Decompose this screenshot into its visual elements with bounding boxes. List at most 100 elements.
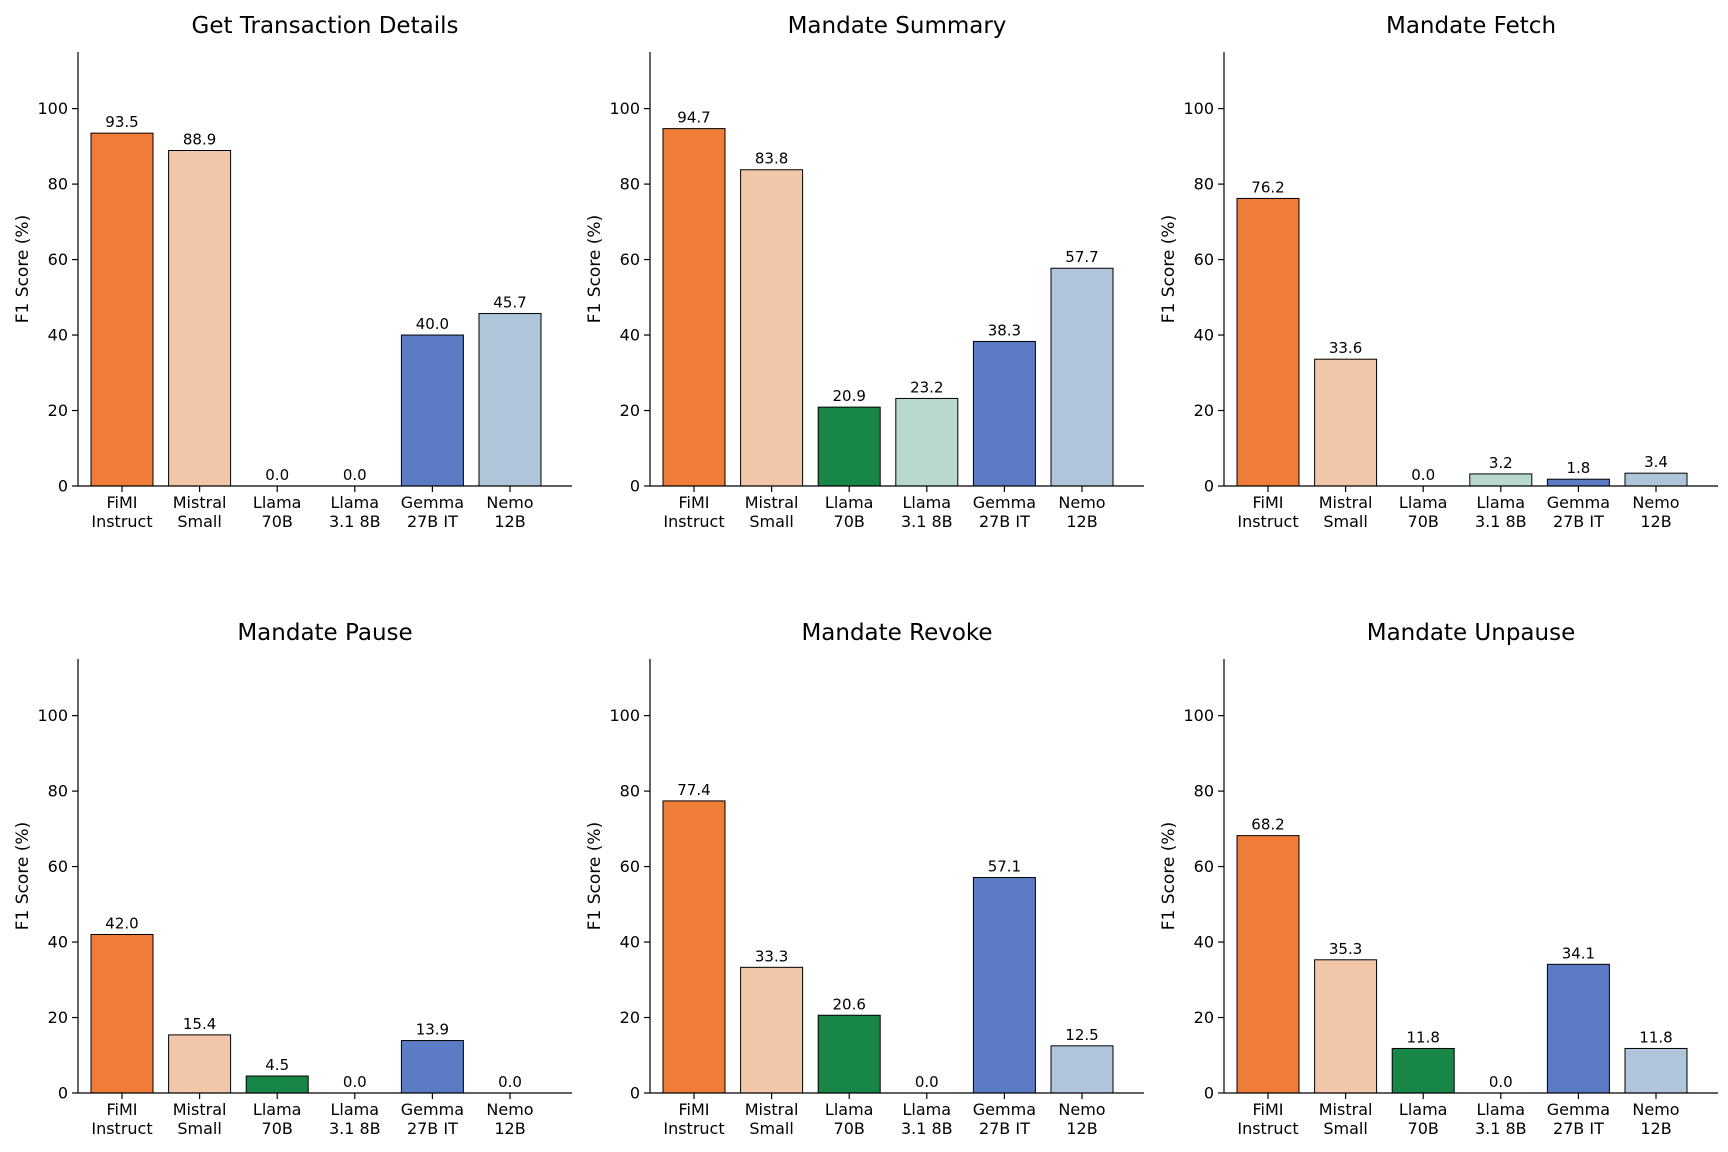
y-tick-label: 80 bbox=[48, 175, 68, 194]
bar bbox=[1314, 358, 1378, 487]
chart-panel-1: Get Transaction Details F1 Score (%) 0 20 40… bbox=[13, 13, 572, 531]
x-tick-label: Gemma bbox=[401, 493, 464, 512]
bar bbox=[400, 1040, 464, 1094]
y-tick-label: 60 bbox=[48, 857, 68, 876]
bar bbox=[1546, 478, 1610, 487]
panel-title: Mandate Unpause bbox=[1367, 620, 1576, 646]
x-tick-label: 27B IT bbox=[1553, 1119, 1604, 1138]
x-tick-label: FiMI bbox=[1252, 1100, 1283, 1119]
x-tick-label: Small bbox=[1323, 1119, 1367, 1138]
x-tick-label: Nemo bbox=[486, 1100, 533, 1119]
bar-value-label: 3.2 bbox=[1489, 454, 1513, 472]
bar bbox=[1546, 963, 1610, 1094]
bar bbox=[1050, 1045, 1114, 1094]
x-tick-label: Gemma bbox=[1547, 1100, 1610, 1119]
bar-value-label: 33.3 bbox=[755, 947, 788, 965]
y-tick-label: 20 bbox=[48, 401, 68, 420]
x-tick-label: Nemo bbox=[1632, 1100, 1679, 1119]
x-tick-label: Nemo bbox=[1632, 493, 1679, 512]
bar bbox=[1469, 473, 1533, 487]
y-axis-label: F1 Score (%) bbox=[585, 822, 605, 930]
bar-value-label: 42.0 bbox=[105, 914, 138, 932]
y-tick-label: 100 bbox=[37, 99, 68, 118]
x-tick-label: Llama bbox=[253, 493, 302, 512]
x-tick-label: 70B bbox=[262, 1119, 293, 1138]
y-tick-label: 0 bbox=[630, 1084, 640, 1103]
panel-title: Get Transaction Details bbox=[192, 13, 459, 39]
x-tick-label: 70B bbox=[834, 1119, 865, 1138]
x-tick-label: FiMI bbox=[106, 1100, 137, 1119]
x-tick-label: 3.1 8B bbox=[901, 1119, 953, 1138]
bar bbox=[168, 149, 232, 487]
bar-value-label: 0.0 bbox=[343, 1073, 367, 1091]
y-tick-label: 80 bbox=[620, 782, 640, 801]
y-tick-label: 0 bbox=[1204, 1084, 1214, 1103]
bar bbox=[662, 800, 726, 1094]
x-tick-label: 27B IT bbox=[979, 512, 1030, 531]
chart-panel-3: Mandate Fetch F1 Score (%) 0 20 40 60 80 100 76.… bbox=[1159, 13, 1718, 531]
y-axis-label: F1 Score (%) bbox=[1159, 822, 1179, 930]
x-tick-label: FiMI bbox=[1252, 493, 1283, 512]
x-tick-label: Gemma bbox=[1547, 493, 1610, 512]
bar bbox=[740, 169, 804, 487]
x-tick-label: Instruct bbox=[1237, 512, 1298, 531]
x-tick-label: Instruct bbox=[91, 1119, 152, 1138]
bar-value-label: 11.8 bbox=[1406, 1028, 1439, 1046]
y-tick-label: 20 bbox=[48, 1008, 68, 1027]
x-tick-label: Nemo bbox=[1058, 1100, 1105, 1119]
bar bbox=[1236, 197, 1300, 487]
x-tick-label: Llama bbox=[1477, 1100, 1526, 1119]
x-tick-label: 70B bbox=[834, 512, 865, 531]
bar bbox=[1314, 959, 1378, 1094]
x-tick-label: Small bbox=[749, 512, 793, 531]
bar-value-label: 0.0 bbox=[1411, 466, 1435, 484]
y-tick-label: 40 bbox=[48, 326, 68, 345]
bar bbox=[1391, 1047, 1455, 1094]
bar-value-label: 4.5 bbox=[265, 1056, 289, 1074]
bar-value-label: 35.3 bbox=[1329, 940, 1362, 958]
x-tick-label: 3.1 8B bbox=[329, 512, 381, 531]
x-tick-label: 12B bbox=[1640, 512, 1671, 531]
bar-value-label: 76.2 bbox=[1251, 178, 1284, 196]
y-tick-label: 40 bbox=[1194, 933, 1214, 952]
x-tick-label: Gemma bbox=[973, 1100, 1036, 1119]
y-tick-label: 40 bbox=[620, 326, 640, 345]
bar bbox=[168, 1034, 232, 1094]
bar-value-label: 57.7 bbox=[1065, 248, 1098, 266]
bar bbox=[245, 1075, 309, 1094]
x-tick-label: Small bbox=[749, 1119, 793, 1138]
y-axis-label: F1 Score (%) bbox=[13, 822, 33, 930]
x-tick-label: 12B bbox=[1640, 1119, 1671, 1138]
bar-value-label: 88.9 bbox=[183, 130, 216, 148]
chart-panel-5: Mandate Revoke F1 Score (%) 0 20 40 60 80 100 77… bbox=[585, 620, 1144, 1138]
y-axis-label: F1 Score (%) bbox=[13, 215, 33, 323]
y-tick-label: 60 bbox=[1194, 250, 1214, 269]
bar-value-label: 20.9 bbox=[832, 387, 865, 405]
bar bbox=[1624, 472, 1688, 487]
y-tick-label: 80 bbox=[620, 175, 640, 194]
y-tick-label: 40 bbox=[1194, 326, 1214, 345]
bar bbox=[972, 877, 1036, 1094]
y-tick-label: 100 bbox=[1183, 706, 1214, 725]
x-tick-label: Instruct bbox=[663, 1119, 724, 1138]
y-tick-label: 20 bbox=[620, 1008, 640, 1027]
y-tick-label: 100 bbox=[609, 706, 640, 725]
bar-value-label: 1.8 bbox=[1566, 459, 1590, 477]
bar-value-label: 12.5 bbox=[1065, 1026, 1098, 1044]
x-tick-label: Small bbox=[177, 512, 221, 531]
x-tick-label: Mistral bbox=[1319, 493, 1373, 512]
x-tick-label: Gemma bbox=[973, 493, 1036, 512]
panel-title: Mandate Pause bbox=[237, 620, 412, 646]
y-tick-label: 20 bbox=[1194, 401, 1214, 420]
y-tick-label: 40 bbox=[620, 933, 640, 952]
x-tick-label: FiMI bbox=[678, 493, 709, 512]
x-tick-label: Llama bbox=[331, 493, 380, 512]
bar bbox=[90, 933, 154, 1094]
x-tick-label: 12B bbox=[494, 1119, 525, 1138]
y-tick-label: 80 bbox=[1194, 782, 1214, 801]
x-tick-label: 27B IT bbox=[1553, 512, 1604, 531]
bar bbox=[895, 397, 959, 487]
bar-value-label: 11.8 bbox=[1639, 1028, 1672, 1046]
bar-value-label: 83.8 bbox=[755, 150, 788, 168]
